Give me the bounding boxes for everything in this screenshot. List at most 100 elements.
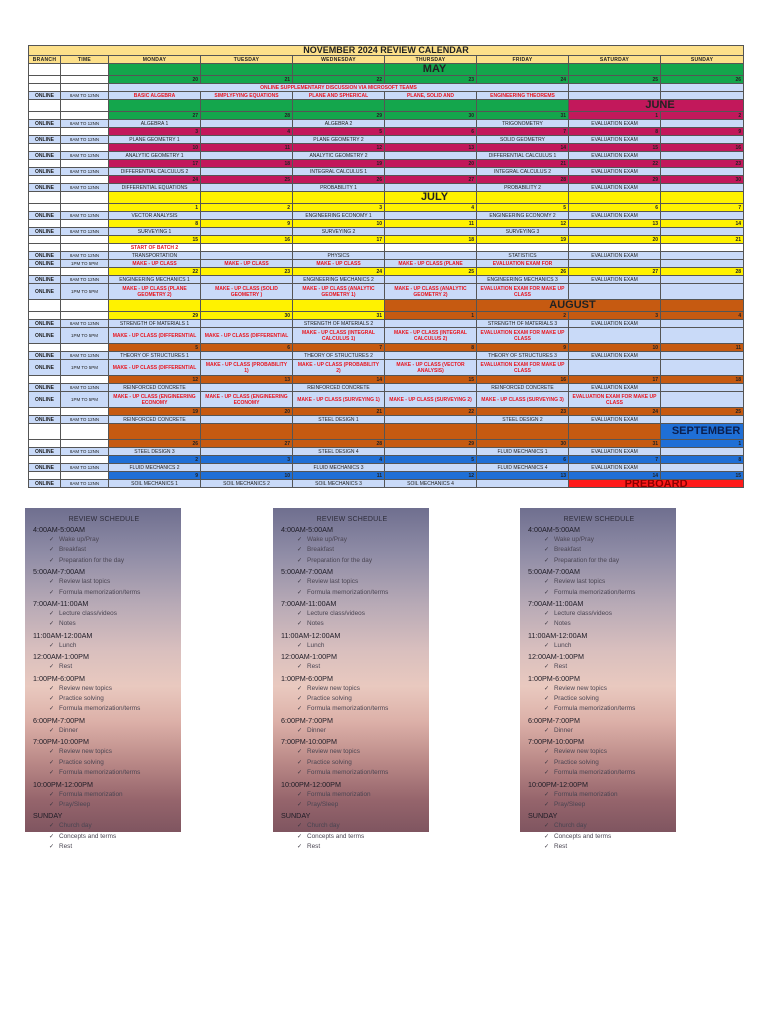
session-cell: MAKE - UP CLASS (SURVEYING 3) — [476, 391, 569, 408]
session-cell: MAKE - UP CLASS (PLANE — [384, 259, 477, 268]
schedule-item-label: Formula memorization/terms — [59, 705, 141, 713]
session-cell: EVALUATION EXAM — [568, 351, 661, 360]
session-cell-empty — [568, 327, 661, 344]
month-band-cell — [108, 423, 201, 440]
checkmark-icon: ✓ — [544, 844, 550, 851]
time-label: 8AM TO 12NN — [60, 251, 109, 260]
preboard-banner: PREBOARD — [567, 479, 745, 488]
calendar-row: ONLINE 8AM TO 12NN STEEL DESIGN 3 STEEL DES… — [28, 447, 745, 456]
day-number: 24 — [292, 267, 385, 276]
day-number: 31 — [292, 311, 385, 320]
checkmark-icon: ✓ — [297, 791, 303, 798]
month-band-cell — [476, 63, 569, 76]
branch-label: ONLINE — [28, 351, 61, 360]
schedule-item: ✓ Review last topics — [33, 577, 175, 587]
day-number: 27 — [568, 267, 661, 276]
calendar-row: ONLINE 1PM TO 5PM MAKE - UP CLASS (DIFFERE… — [28, 327, 745, 344]
day-number: 16 — [200, 235, 293, 244]
schedule-item-label: Formula memorization — [307, 790, 371, 798]
month-band-cell — [292, 423, 385, 440]
session-cell-empty — [659, 275, 745, 284]
schedule-item: ✓ Concepts and terms — [281, 832, 423, 842]
month-band-cell — [384, 299, 477, 312]
branch-cell-empty — [28, 127, 61, 136]
schedule-item: ✓ Review new topics — [528, 684, 670, 694]
day-number: 7 — [292, 343, 385, 352]
session-cell-empty — [659, 415, 745, 424]
time-label: 8AM TO 12NN — [60, 119, 109, 128]
time-cell-empty — [60, 63, 109, 76]
checkmark-icon: ✓ — [544, 833, 550, 840]
session-cell-empty — [659, 135, 745, 144]
checkmark-icon: ✓ — [544, 642, 550, 649]
session-cell-empty — [568, 83, 661, 92]
time-label: 8AM TO 12NN — [60, 151, 109, 160]
day-number: 8 — [108, 219, 201, 228]
time-label: 8AM TO 12NN — [60, 167, 109, 176]
column-header-tuesday: TUESDAY — [200, 55, 293, 64]
calendar-row: SEPTEMBER — [28, 423, 745, 440]
schedule-time-slot: 1:00PM-6:00PM — [33, 673, 85, 683]
schedule-item: ✓ Rest — [281, 662, 423, 672]
day-number: 1 — [659, 439, 745, 448]
review-schedule-card: REVIEW SCHEDULE 4:00AM-5:00AM ✓ Wake up/Pra… — [273, 508, 429, 850]
session-cell: THEORY OF STRUCTURES 2 — [292, 351, 385, 360]
session-cell: MAKE - UP CLASS (SURVEYING 1) — [292, 391, 385, 408]
time-label: 8AM TO 12NN — [60, 351, 109, 360]
day-number: 3 — [108, 127, 201, 136]
session-cell: EVALUATION EXAM — [568, 383, 661, 392]
session-cell: SOIL MECHANICS 3 — [292, 479, 385, 488]
schedule-item-label: Dinner — [59, 726, 78, 734]
column-header-friday: FRIDAY — [476, 55, 569, 64]
month-band-cell — [568, 191, 661, 204]
session-cell-empty — [659, 383, 745, 392]
day-number: 28 — [200, 111, 293, 120]
session-cell: TRANSPORTATION — [108, 251, 201, 260]
session-cell: EVALUATION EXAM FOR MAKE UP CLASS — [476, 283, 569, 300]
branch-cell-empty — [28, 423, 61, 440]
session-cell: STATISTICS — [476, 251, 569, 260]
calendar-row: ONLINE 8AM TO 12NN ALGEBRA 1 ALGEBRA 2 TRIGO… — [28, 119, 745, 128]
checkmark-icon: ✓ — [297, 579, 303, 586]
calendar-row: 20 21 22 23 24 25 26 — [28, 75, 745, 84]
schedule-item-label: Lecture class/videos — [59, 610, 117, 618]
session-cell: EVALUATION EXAM — [568, 119, 661, 128]
schedule-item: ✓ Formula memorization/terms — [281, 704, 423, 714]
day-number: 30 — [200, 311, 293, 320]
session-cell: INTEGRAL CALCULUS 2 — [476, 167, 569, 176]
day-number: 29 — [108, 311, 201, 320]
branch-label: ONLINE — [28, 259, 61, 268]
day-number: 3 — [200, 455, 293, 464]
schedule-item-label: Formula memorization/terms — [554, 705, 636, 713]
checkmark-icon: ✓ — [297, 611, 303, 618]
branch-cell-empty — [28, 439, 61, 448]
schedule-time-slot: 5:00AM-7:00AM — [281, 567, 333, 577]
schedule-item-label: Notes — [59, 620, 76, 628]
schedule-item-label: Rest — [59, 843, 73, 851]
schedule-item: ✓ Preparation for the day — [33, 556, 175, 566]
schedule-item-label: Lecture class/videos — [554, 610, 612, 618]
session-cell-empty — [384, 119, 477, 128]
day-number: 17 — [292, 235, 385, 244]
session-cell: STEEL DESIGN 1 — [292, 415, 385, 424]
day-number: 9 — [108, 471, 201, 480]
session-cell-empty — [659, 83, 745, 92]
checkmark-icon: ✓ — [544, 706, 550, 713]
schedule-card-title: REVIEW SCHEDULE — [563, 516, 635, 523]
calendar-row: 26 27 28 29 30 31 1 — [28, 439, 745, 448]
checkmark-icon: ✓ — [49, 706, 55, 713]
review-calendar-table: NOVEMBER 2024 REVIEW CALENDAR BRANCH TIME M… — [27, 45, 745, 488]
calendar-row: ONLINE 8AM TO 12NN THEORY OF STRUCTURES 1 T… — [28, 351, 745, 360]
calendar-row: ONLINE 8AM TO 12NN DIFFERENTIAL EQUATIONS P… — [28, 183, 745, 192]
schedule-time-slot: 11:00AM-12:00AM — [528, 630, 588, 640]
schedule-time-slot: 4:00AM-5:00AM — [281, 525, 333, 534]
session-cell: STEEL DESIGN 4 — [292, 447, 385, 456]
calendar-row: ONLINE 1PM TO 5PM MAKE - UP CLASS (PLANE G… — [28, 283, 745, 300]
session-cell-empty — [568, 227, 661, 236]
calendar-row: 27 28 29 30 31 1 2 — [28, 111, 745, 120]
checkmark-icon: ✓ — [297, 749, 303, 756]
day-number: 20 — [200, 407, 293, 416]
day-number: 10 — [108, 143, 201, 152]
branch-label: ONLINE — [28, 479, 61, 488]
time-cell-empty — [60, 267, 109, 276]
